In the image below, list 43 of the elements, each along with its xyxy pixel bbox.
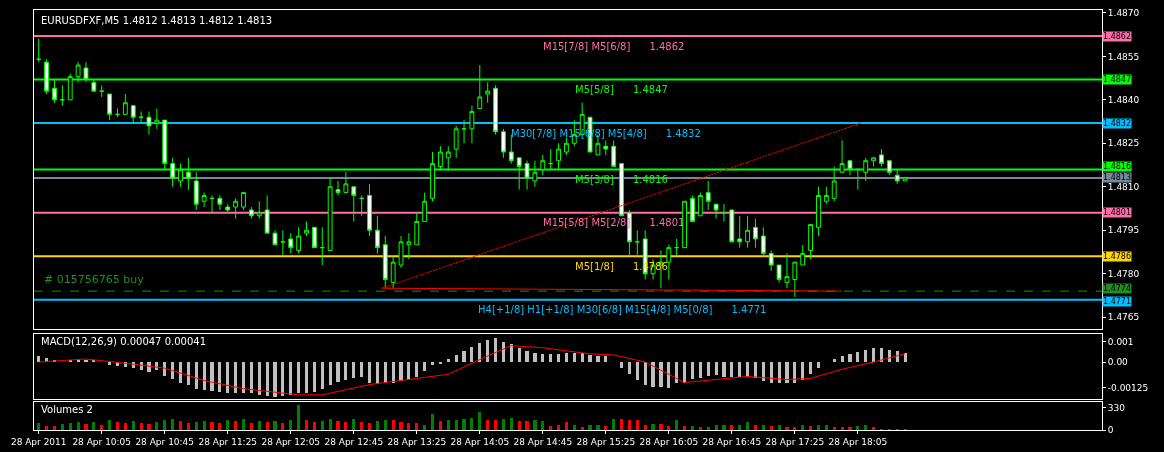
annotation: M15[7/8] M5[6/8] 1.4862 [543,41,685,52]
x-tick-label: 28 Apr 15:25 [576,436,636,447]
y-tick-label: 1.4840 [1107,94,1140,105]
x-tick-label: 28 Apr 10:05 [72,436,132,447]
x-tick-label: 28 Apr 16:05 [639,436,699,447]
ref-line-label: 1.4771 [1103,297,1131,306]
chart-title: Volumes 2 [41,404,93,415]
annotation: H4[+1/8] H1[+1/8] M30[6/8] M15[4/8] M5[0/8] 1.4771 [478,304,767,315]
y-tick-label: 1.4765 [1107,312,1140,323]
ref-line-label: 1.4832 [1103,119,1131,128]
y-tick-label: -0.00125 [1107,382,1149,393]
ref-line-label: 1.4786 [1103,252,1131,261]
ref-line-label: 1.4862 [1103,32,1131,41]
chart-title: MACD(12,26,9) 0.00047 0.00041 [41,336,207,347]
y-tick-label: 0.00 [1107,357,1129,368]
y-tick-label: 1.4870 [1107,8,1140,19]
x-tick-label: 28 Apr 17:25 [765,436,825,447]
x-tick-label: 28 Apr 18:05 [828,436,888,447]
y-tick-label: 1.4855 [1107,51,1140,62]
text: EURUSDFXF,M5 1.4812 1.4813 1.4812 1.4813 [41,15,273,26]
y-tick-label: 1.4780 [1107,268,1140,279]
x-tick-label: 28 Apr 14:05 [450,436,510,447]
annotation: # 015756765 buy [44,273,145,286]
x-tick-label: 28 Apr 14:45 [513,436,573,447]
annotation: M5[5/8] 1.4847 [575,84,668,95]
ref-line-label: 1.4847 [1103,75,1131,84]
x-tick-label: 28 Apr 13:25 [387,436,447,447]
x-tick-label: 28 Apr 12:05 [261,436,321,447]
ref-line-label: 1.4774 [1103,284,1131,293]
ref-line-label: 1.4801 [1103,208,1131,217]
ref-line-label: 1.4816 [1103,162,1131,171]
y-tick-label: 1.4810 [1107,181,1140,192]
y-tick-label: 1.4825 [1107,138,1140,149]
x-tick-label: 28 Apr 2011 [10,436,67,447]
y-tick-label: 1.4795 [1107,225,1140,236]
y-tick-label: 0 [1107,425,1114,436]
x-tick-label: 28 Apr 11:25 [198,436,258,447]
y-tick-label: 330 [1107,402,1126,413]
x-tick-label: 28 Apr 10:45 [135,436,195,447]
x-tick-label: 28 Apr 12:45 [324,436,384,447]
ref-line-label: 1.4813 [1103,173,1131,182]
x-tick-label: 28 Apr 16:45 [702,436,762,447]
y-tick-label: 0.001 [1107,336,1134,347]
